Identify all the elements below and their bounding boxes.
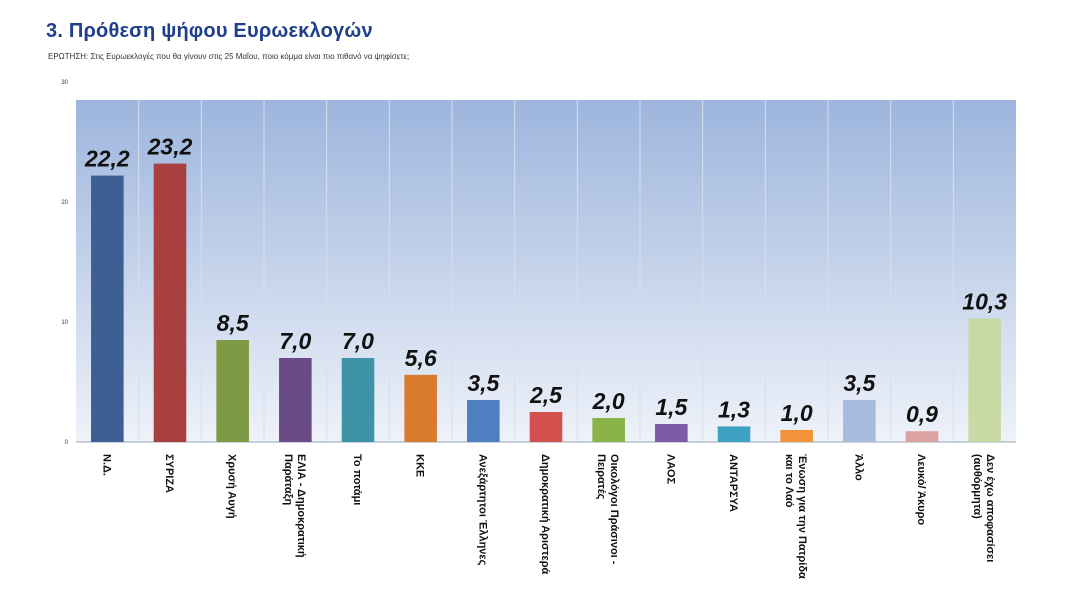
category-label-line: (αυθόρμητα) [971, 454, 983, 519]
y-tick-label: 10 [61, 320, 68, 326]
data-label: 3,5 [843, 370, 876, 396]
category-label-line: Το ποτάμι [351, 454, 363, 505]
category-label: Το ποτάμι [351, 454, 363, 505]
bar [216, 340, 249, 442]
category-label: Χρυσή Αυγή [226, 454, 238, 519]
category-label: Δημοκρατική Αριστερά [539, 454, 551, 575]
data-label: 7,0 [342, 328, 374, 354]
data-label: 2,5 [529, 382, 563, 408]
survey-question: ΕΡΩΤΗΣΗ: Στις Ευρωεκλογές που θα γίνουν … [48, 52, 410, 61]
category-label: Δεν έχω αποφασίσει(αυθόρμητα) [971, 454, 996, 562]
category-label-line: και το Λαό [783, 454, 795, 508]
category-label: ΑΝΤΑΡΣΥΑ [727, 454, 739, 512]
bar [279, 358, 312, 442]
category-label: ΚΚΕ [414, 454, 426, 477]
category-label-line: ΕΛΙΑ - Δημοκρατική [295, 454, 307, 558]
category-label-line: ΣΥΡΙΖΑ [163, 454, 175, 493]
data-label: 23,2 [147, 134, 193, 160]
category-label-line: ΑΝΤΑΡΣΥΑ [727, 454, 739, 512]
category-label-line: Ανεξάρτητοι Έλληνες [476, 454, 488, 566]
bar [843, 400, 876, 442]
data-label: 0,9 [906, 401, 938, 427]
category-label-line: Άλλο [852, 454, 864, 481]
category-label-line: Δημοκρατική Αριστερά [539, 454, 551, 575]
category-label-line: Πειρατές [595, 454, 607, 500]
data-label: 22,2 [84, 146, 130, 172]
bar [529, 412, 563, 442]
category-label-line: Οικολόγοι Πράσινοι - [608, 454, 620, 565]
category-label-line: ΚΚΕ [414, 454, 426, 477]
category-label-line: Δεν έχω αποφασίσει [984, 454, 996, 562]
chart-title: 3. Πρόθεση ψήφου Ευρωεκλογών [46, 20, 373, 42]
bar [905, 431, 939, 442]
category-label: Άλλο [852, 454, 864, 481]
category-label-line: Παράταξη [282, 454, 294, 506]
category-label: Ν.Δ. [100, 454, 112, 476]
category-label-line: ΛΑΟΣ [664, 454, 676, 485]
category-label: ΣΥΡΙΖΑ [163, 454, 175, 493]
category-label: Ανεξάρτητοι Έλληνες [476, 454, 488, 566]
data-label: 5,6 [405, 345, 437, 371]
category-label-line: Ένωση για την Πατρίδα [796, 454, 808, 579]
category-label-line: Ν.Δ. [100, 454, 112, 476]
category-label: ΛΑΟΣ [664, 454, 676, 485]
y-tick-label: 30 [61, 80, 68, 86]
data-label: 1,5 [655, 394, 688, 420]
data-label: 1,0 [781, 400, 813, 426]
y-tick-label: 20 [61, 200, 68, 206]
bar [153, 163, 187, 442]
category-label: Οικολόγοι Πράσινοι -Πειρατές [595, 454, 620, 565]
data-label: 8,5 [217, 310, 250, 336]
data-label: 3,5 [467, 370, 500, 396]
bar [91, 175, 124, 442]
bar [655, 424, 688, 442]
data-label: 1,3 [718, 396, 750, 422]
category-label: Λευκό/ Άκυρο [915, 454, 927, 525]
bar [717, 426, 751, 442]
bar [968, 318, 1001, 442]
category-label-line: Χρυσή Αυγή [226, 454, 238, 519]
bar [467, 400, 500, 442]
bar [341, 358, 375, 442]
data-label: 2,0 [592, 388, 625, 414]
bar [592, 418, 625, 442]
category-label-line: Λευκό/ Άκυρο [915, 454, 927, 525]
y-tick-label: 0 [65, 440, 69, 446]
bar [780, 430, 813, 442]
bar [404, 374, 437, 442]
data-label: 7,0 [279, 328, 311, 354]
data-label: 10,3 [962, 288, 1007, 314]
